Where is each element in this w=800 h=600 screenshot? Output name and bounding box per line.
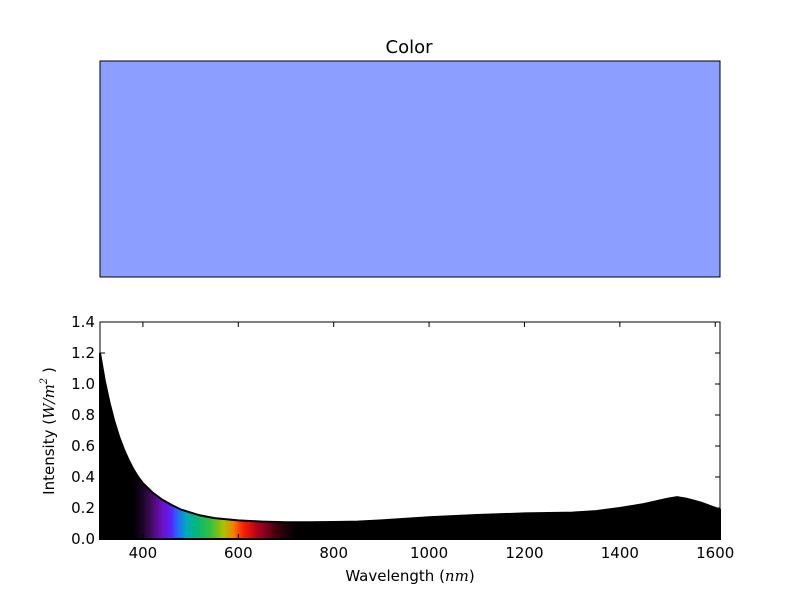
y-tick-label: 0.8: [71, 406, 95, 424]
y-tick-label: 0.0: [71, 530, 95, 548]
plot-frame: [99, 321, 721, 540]
x-tick-label: 1000: [410, 544, 448, 562]
color-swatch: [99, 60, 721, 278]
x-tick-label: 400: [129, 544, 158, 562]
x-tick-label: 800: [319, 544, 348, 562]
y-tick-label: 0.2: [71, 499, 95, 517]
x-tick-label: 600: [224, 544, 253, 562]
spectrum-chart: 400 600 800 1000 1200 1400 1600 0.00.20.40.60.…: [39, 313, 734, 585]
y-tick-label: 1.4: [71, 313, 95, 331]
color-panel-title: Color: [386, 37, 434, 58]
y-axis-label: Intensity (W/m2 ): [39, 367, 58, 495]
intensity-area: [99, 352, 721, 540]
y-tick-label: 0.6: [71, 437, 95, 455]
y-tick-label: 0.4: [71, 468, 95, 486]
x-axis-label: Wavelength (nm): [345, 567, 474, 585]
x-tick-label: 1400: [601, 544, 639, 562]
y-tick-label: 1.2: [71, 344, 95, 362]
x-tick-label: 1600: [696, 544, 734, 562]
y-axis-ticks: 0.0 0.2 0.4 0.6 0.8 1.0 1.2 1.4: [71, 313, 720, 548]
x-tick-label: 1200: [505, 544, 543, 562]
y-tick-label: 1.0: [71, 375, 95, 393]
x-axis-ticks: 400 600 800 1000 1200 1400 1600: [129, 322, 734, 562]
